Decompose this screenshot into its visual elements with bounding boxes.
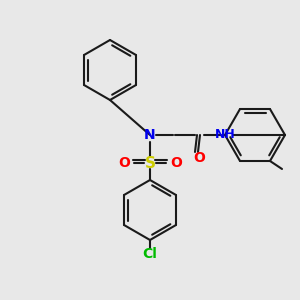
Text: Cl: Cl [142, 247, 158, 261]
Text: O: O [118, 156, 130, 170]
Text: O: O [170, 156, 182, 170]
Text: O: O [193, 151, 205, 165]
Text: NH: NH [214, 128, 236, 140]
Text: S: S [145, 155, 155, 170]
Text: N: N [144, 128, 156, 142]
